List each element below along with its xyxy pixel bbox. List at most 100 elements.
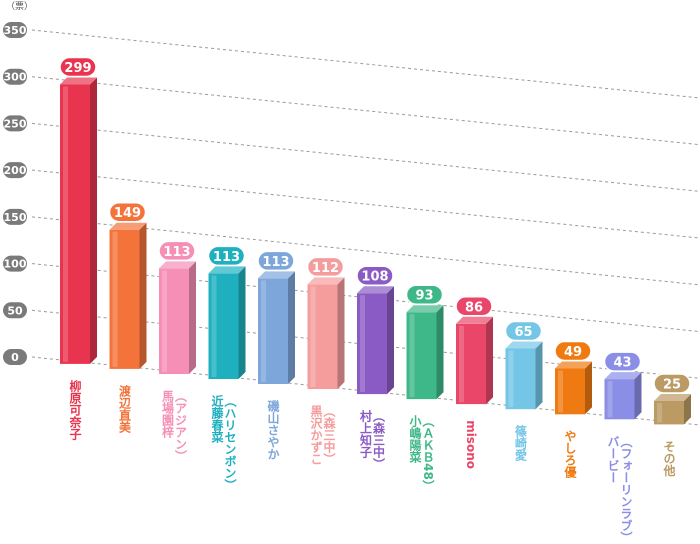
value-badge [455,296,493,317]
bar-13: 25 [653,373,691,425]
category-label-7: 村上知子 （森三中） [359,409,386,470]
bar-highlight [360,295,365,393]
y-axis: （票） 0 50 100 150 200 250 300 350 [3,1,33,365]
category-label-line: バービー [606,435,620,483]
category-label-line: （フォーリンラブ） [619,435,633,543]
bar-12: 43 [603,351,642,420]
category-label-8: 小嶋陽菜 （ＡＫＢ48） [408,414,435,492]
bar-5: 113 [257,250,295,384]
category-label-line: やしろ優 [563,430,577,479]
bar-top [357,286,394,294]
y-tick-badge-250 [3,115,27,132]
y-tick-label-200: 200 [4,164,27,177]
y-tick-label-50: 50 [7,304,23,317]
category-label-13: その他 [662,440,676,477]
bar-highlight [63,86,68,362]
value-label: 149 [114,206,141,221]
value-label: 108 [361,270,388,285]
value-label: 113 [163,245,190,260]
bar-side [189,261,196,374]
bar-4: 113 [207,245,246,379]
category-label-line: 磯山さやか [266,399,280,460]
category-label-line: 小嶋陽菜 [408,414,422,464]
bar-highlight [409,314,415,398]
y-axis-unit-label: （票） [6,1,33,12]
value-badge [405,284,444,305]
category-label-line: その他 [662,440,676,477]
gridline-250 [31,122,700,192]
y-tick-label-250: 250 [4,117,27,130]
value-badge [257,250,295,272]
category-label-line: （アジアン） [174,390,188,462]
bar-highlight [211,275,217,377]
category-label-line: 近藤春菜 [210,394,224,444]
bars: 299 149 113 113 113 112 108 93 86 65 49 43 25 [59,56,691,425]
bar-9: 86 [455,296,493,405]
bar-side [436,305,444,400]
gridline-150 [31,216,700,286]
bar-side [139,222,147,369]
category-label-line: （森三中） [372,410,386,470]
bar-highlight [261,280,266,382]
value-badge [306,256,345,278]
category-label-10: 篠崎愛 [514,424,528,462]
category-label-line: （ＡＫＢ48） [421,415,435,492]
value-badge [603,351,642,372]
value-badge [554,340,592,362]
bar-highlight [162,270,167,372]
y-tick-badge-50 [3,302,27,319]
category-label-line: （ハリセンボン） [223,395,237,491]
value-label: 25 [663,378,681,393]
category-label-12: バービー （フォーリンラブ） [606,435,633,543]
y-tick-badge-0 [3,349,27,365]
bar-side [585,361,592,415]
bar-side [387,286,394,395]
bar-top [109,222,147,230]
value-label: 113 [213,250,240,265]
y-tick-label-350: 350 [4,24,27,37]
category-label-line: 柳原可奈子 [68,378,82,440]
bar-highlight [558,370,563,413]
category-label-line: 黒沢かずこ [309,405,323,465]
category-label-line: 馬場園梓 [161,389,175,438]
bar-6: 112 [306,256,345,389]
value-label: 43 [613,356,631,371]
bar-highlight [459,325,464,403]
gridline-100 [31,263,700,333]
bar-side [288,271,295,384]
bar-top [258,271,295,279]
y-tick-badge-300 [3,68,27,85]
bar-side [337,277,345,389]
category-label-5: 磯山さやか [266,399,280,460]
category-label-3: 馬場園梓 （アジアン） [161,389,188,461]
value-badge [158,240,196,262]
bar-top [307,277,345,285]
bar-3: 113 [158,240,196,374]
value-badge [59,56,97,78]
value-label: 299 [64,61,91,76]
value-label: 93 [415,289,433,304]
bar-7: 108 [356,265,394,395]
bar-side [684,394,691,425]
category-label-9: misono [464,420,478,469]
bar-side [535,341,543,410]
bar-top [654,394,691,401]
category-label-6: 黒沢かずこ （森三中） [309,405,336,465]
bar-top [159,261,196,269]
y-tick-label-300: 300 [4,71,27,84]
y-tick-label-100: 100 [4,258,27,271]
bar-top [406,305,444,313]
bar-11: 49 [554,340,592,415]
y-tick-badge-200 [3,162,27,179]
value-label: 113 [262,255,289,270]
value-label: 65 [514,325,532,340]
category-label-2: 渡辺直美 [118,383,132,433]
bar-top [60,77,97,85]
bar-highlight [310,286,316,387]
bar-top [505,341,543,349]
category-label-line: （森三中） [322,405,336,465]
value-label: 49 [564,345,582,360]
gridline-0 [31,356,700,426]
y-tick-label-0: 0 [11,351,19,364]
bar-8: 93 [405,284,444,400]
